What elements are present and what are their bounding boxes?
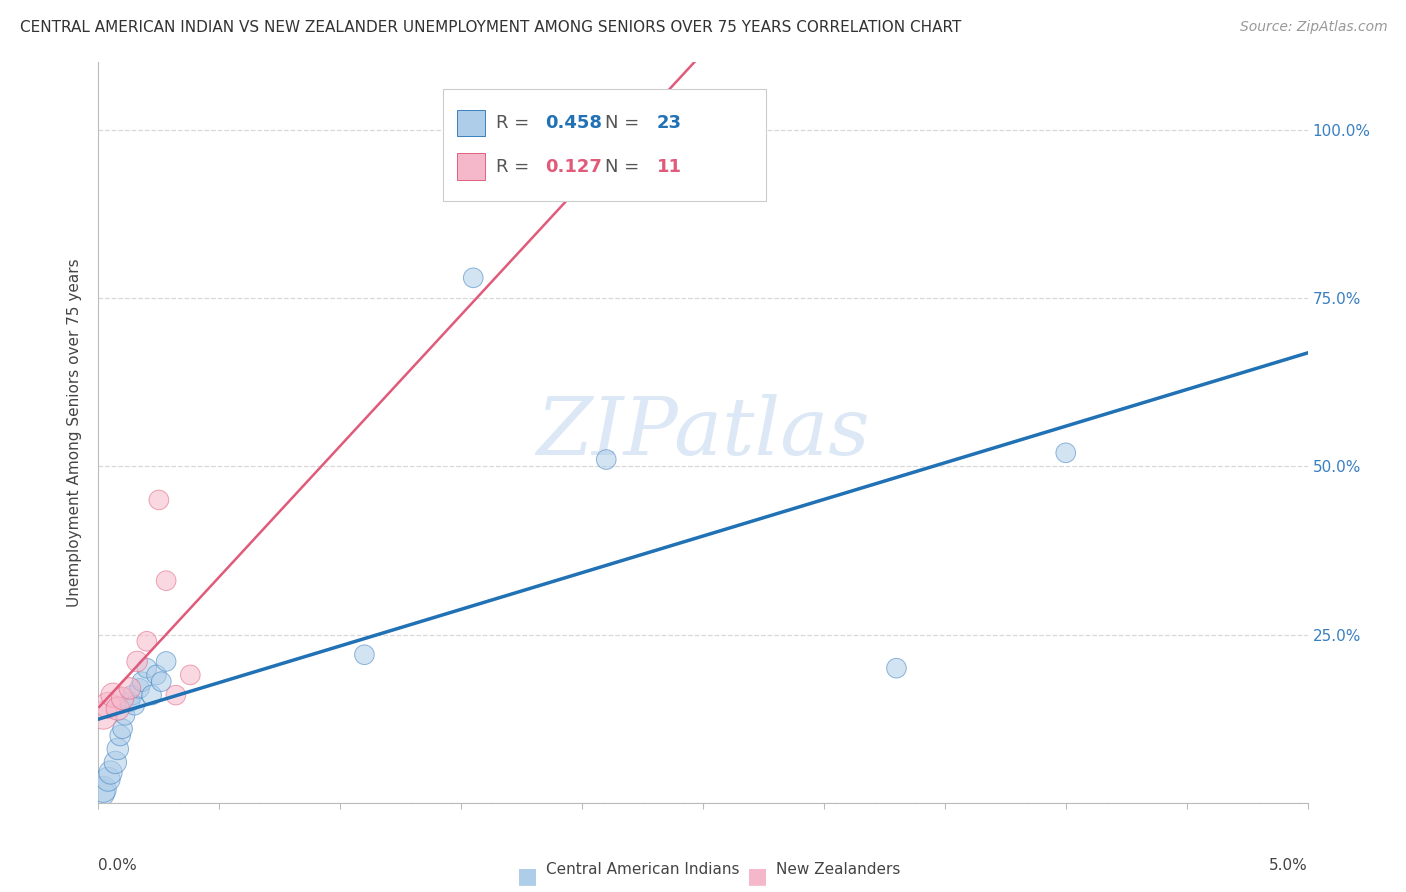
Point xyxy=(595,452,617,467)
Point xyxy=(118,681,141,696)
Text: CENTRAL AMERICAN INDIAN VS NEW ZEALANDER UNEMPLOYMENT AMONG SENIORS OVER 75 YEAR: CENTRAL AMERICAN INDIAN VS NEW ZEALANDER… xyxy=(20,20,962,35)
Point xyxy=(97,772,120,787)
Point xyxy=(111,722,134,736)
Point xyxy=(107,742,129,756)
Text: New Zealanders: New Zealanders xyxy=(776,862,900,877)
Text: Central American Indians: Central American Indians xyxy=(546,862,740,877)
Point xyxy=(127,655,149,669)
Text: 5.0%: 5.0% xyxy=(1268,858,1308,873)
Text: 0.127: 0.127 xyxy=(546,158,602,176)
Point xyxy=(111,691,134,706)
Point xyxy=(107,701,129,715)
Point xyxy=(108,729,131,743)
Text: 23: 23 xyxy=(657,114,682,132)
Point xyxy=(145,668,167,682)
Text: 0.458: 0.458 xyxy=(546,114,603,132)
Text: ■: ■ xyxy=(517,866,538,886)
Text: 0.0%: 0.0% xyxy=(98,858,138,873)
Point xyxy=(463,270,485,285)
Point xyxy=(135,634,157,648)
Text: 11: 11 xyxy=(657,158,682,176)
Point xyxy=(155,574,177,588)
Point xyxy=(886,661,908,675)
Point xyxy=(91,782,114,797)
Text: R =: R = xyxy=(496,158,536,176)
Point xyxy=(104,756,127,770)
Point xyxy=(128,681,150,696)
Point xyxy=(353,648,375,662)
Text: ZIPatlas: ZIPatlas xyxy=(536,394,870,471)
Point xyxy=(118,695,141,709)
Point xyxy=(124,698,146,713)
Text: N =: N = xyxy=(605,158,644,176)
Text: R =: R = xyxy=(496,114,536,132)
Point xyxy=(135,661,157,675)
Text: ■: ■ xyxy=(747,866,768,886)
Point xyxy=(114,708,136,723)
Point xyxy=(91,708,114,723)
Y-axis label: Unemployment Among Seniors over 75 years: Unemployment Among Seniors over 75 years xyxy=(67,259,83,607)
Point xyxy=(179,668,201,682)
Point xyxy=(97,698,120,713)
Point xyxy=(165,688,187,702)
Point xyxy=(101,688,124,702)
Point xyxy=(90,786,112,800)
Point xyxy=(1054,446,1077,460)
Point xyxy=(131,674,153,689)
Point xyxy=(100,765,122,780)
Point xyxy=(150,674,173,689)
Point xyxy=(155,655,177,669)
Point xyxy=(141,688,163,702)
Text: Source: ZipAtlas.com: Source: ZipAtlas.com xyxy=(1240,20,1388,34)
Point xyxy=(148,492,170,507)
Text: N =: N = xyxy=(605,114,644,132)
Point xyxy=(121,688,143,702)
